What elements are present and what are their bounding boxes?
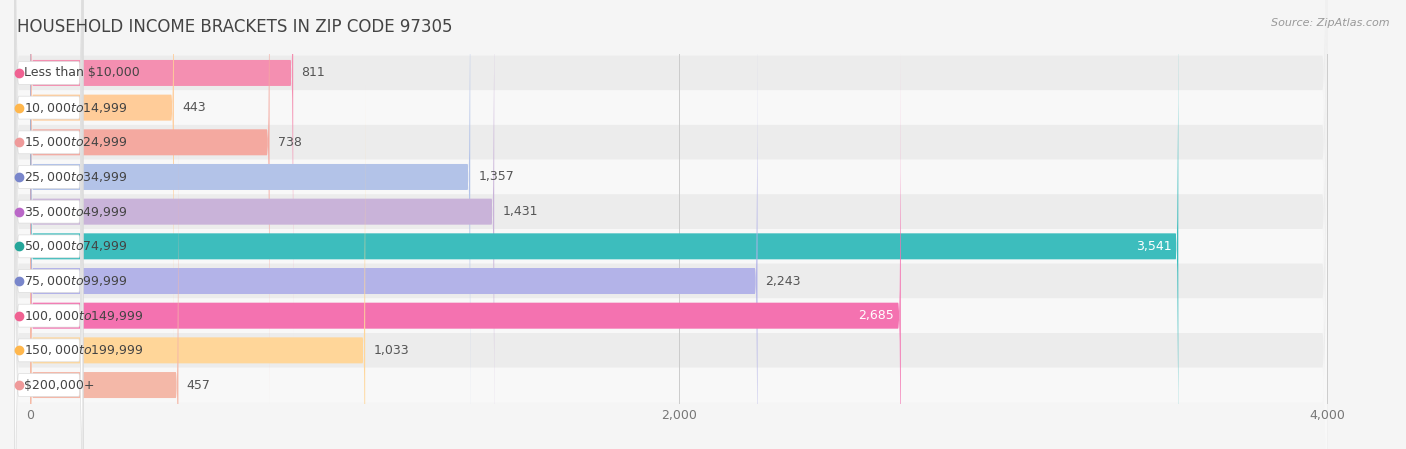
Text: 443: 443 [181,101,205,114]
FancyBboxPatch shape [14,0,1327,449]
Text: 738: 738 [277,136,301,149]
FancyBboxPatch shape [14,0,83,449]
FancyBboxPatch shape [14,0,1327,449]
FancyBboxPatch shape [14,0,1327,449]
FancyBboxPatch shape [14,0,1327,449]
FancyBboxPatch shape [31,0,174,372]
FancyBboxPatch shape [14,0,83,449]
Text: $15,000 to $24,999: $15,000 to $24,999 [24,135,128,150]
Text: 811: 811 [301,66,325,79]
FancyBboxPatch shape [14,0,1327,449]
FancyBboxPatch shape [31,17,758,449]
Text: 3,541: 3,541 [1136,240,1171,253]
FancyBboxPatch shape [14,0,1327,449]
FancyBboxPatch shape [31,0,470,441]
FancyBboxPatch shape [14,0,83,449]
FancyBboxPatch shape [31,121,179,449]
Text: Source: ZipAtlas.com: Source: ZipAtlas.com [1271,18,1389,28]
FancyBboxPatch shape [31,0,495,449]
FancyBboxPatch shape [31,86,366,449]
Text: $75,000 to $99,999: $75,000 to $99,999 [24,274,128,288]
Text: 1,431: 1,431 [502,205,538,218]
Text: $50,000 to $74,999: $50,000 to $74,999 [24,239,128,253]
Text: 2,243: 2,243 [766,274,801,287]
Text: 1,033: 1,033 [373,344,409,357]
FancyBboxPatch shape [14,0,83,449]
FancyBboxPatch shape [31,51,901,449]
FancyBboxPatch shape [14,0,83,449]
FancyBboxPatch shape [14,0,1327,449]
FancyBboxPatch shape [31,0,1178,449]
Text: $150,000 to $199,999: $150,000 to $199,999 [24,343,143,357]
Text: $35,000 to $49,999: $35,000 to $49,999 [24,205,128,219]
FancyBboxPatch shape [31,0,270,407]
FancyBboxPatch shape [14,0,1327,449]
Text: 2,685: 2,685 [859,309,894,322]
FancyBboxPatch shape [14,0,1327,449]
FancyBboxPatch shape [14,0,83,449]
Text: $200,000+: $200,000+ [24,379,94,392]
FancyBboxPatch shape [14,0,83,449]
Text: $10,000 to $14,999: $10,000 to $14,999 [24,101,128,114]
FancyBboxPatch shape [14,0,1327,449]
Text: HOUSEHOLD INCOME BRACKETS IN ZIP CODE 97305: HOUSEHOLD INCOME BRACKETS IN ZIP CODE 97… [17,18,453,36]
FancyBboxPatch shape [14,0,83,449]
Text: $25,000 to $34,999: $25,000 to $34,999 [24,170,128,184]
FancyBboxPatch shape [14,0,83,449]
Text: 1,357: 1,357 [478,171,515,184]
Text: $100,000 to $149,999: $100,000 to $149,999 [24,308,143,323]
Text: 457: 457 [187,379,211,392]
Text: Less than $10,000: Less than $10,000 [24,66,139,79]
FancyBboxPatch shape [31,0,294,337]
FancyBboxPatch shape [14,0,83,449]
